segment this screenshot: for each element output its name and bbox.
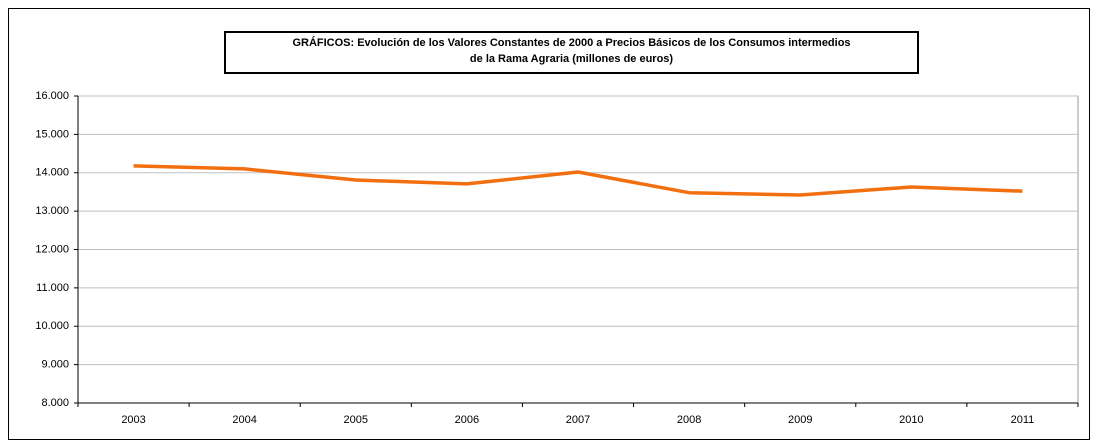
y-tick-label: 10.000 (35, 320, 69, 332)
x-tick-label: 2003 (121, 414, 145, 426)
y-tick-label: 11.000 (36, 282, 69, 294)
y-tick-label: 14.000 (35, 167, 69, 179)
y-tick-label: 8.000 (41, 397, 69, 409)
y-tick-label: 16.000 (35, 90, 69, 102)
y-tick-label: 15.000 (35, 128, 69, 140)
data-line (133, 164, 1023, 197)
y-tick-label: 12.000 (35, 243, 69, 255)
x-tick-label: 2005 (344, 414, 368, 426)
x-tick-label: 2007 (566, 414, 590, 426)
x-tick-label: 2004 (232, 414, 256, 426)
x-tick-label: 2010 (899, 414, 923, 426)
y-tick-label: 9.000 (41, 359, 69, 371)
x-tick-label: 2008 (677, 414, 701, 426)
chart-title: GRÁFICOS: Evolución de los Valores Const… (224, 31, 919, 74)
x-tick-label: 2006 (455, 414, 479, 426)
y-tick-label: 13.000 (35, 205, 69, 217)
x-tick-label: 2011 (1011, 414, 1035, 426)
x-tick-label: 2009 (788, 414, 812, 426)
